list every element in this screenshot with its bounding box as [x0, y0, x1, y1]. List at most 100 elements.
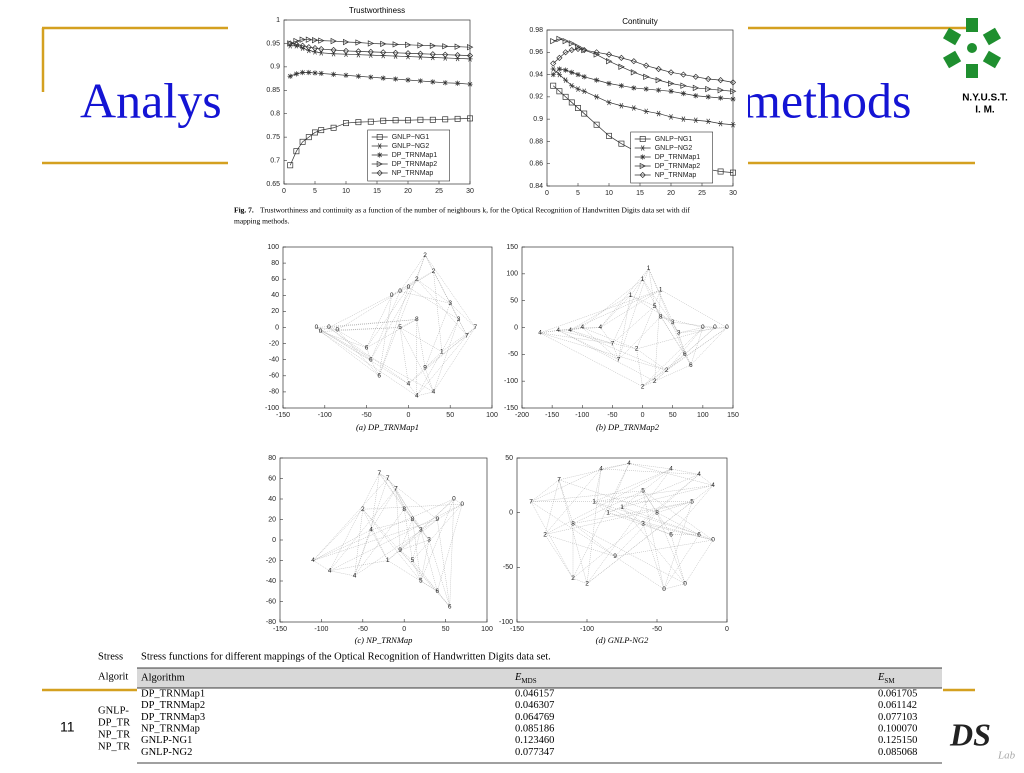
edge: [408, 383, 417, 397]
y-tick-label: 0.75: [266, 134, 280, 141]
point-label: 6: [369, 356, 373, 363]
x-tick-label: -150: [545, 412, 559, 419]
edge: [630, 279, 643, 296]
marker: [593, 121, 600, 128]
edge: [656, 501, 693, 513]
marker: [568, 99, 575, 106]
edge: [636, 348, 643, 387]
legend-marker: [639, 171, 646, 179]
marker: [306, 69, 312, 76]
footer-logo: DS: [949, 716, 991, 752]
marker: [312, 129, 318, 136]
marker: [569, 69, 575, 75]
marker: [305, 44, 312, 51]
edge: [642, 490, 714, 541]
table-cell: NP_TRNMap: [141, 724, 200, 735]
edge: [366, 295, 392, 348]
edge: [666, 327, 728, 371]
marker: [730, 88, 737, 95]
edge: [424, 303, 451, 368]
marker: [730, 121, 736, 128]
marker: [367, 40, 375, 47]
marker: [343, 120, 349, 127]
edge: [570, 289, 661, 331]
point-label: 5: [411, 557, 415, 564]
point-label: 0: [725, 324, 729, 331]
table-cell: 0.064769: [515, 712, 554, 723]
x-tick-label: -100: [314, 626, 328, 633]
edge: [337, 329, 367, 348]
marker: [593, 51, 600, 58]
hidden-row: GNLP-: [98, 705, 129, 716]
edge: [572, 490, 644, 524]
marker: [467, 44, 474, 51]
table-cell: 0.125150: [878, 735, 917, 746]
table-cell: GNLP-NG1: [141, 735, 192, 746]
marker: [454, 52, 461, 59]
edge: [313, 560, 330, 571]
legend-marker: [639, 136, 646, 142]
marker: [287, 40, 294, 47]
point-label: 1: [641, 276, 645, 283]
marker: [605, 51, 613, 58]
edge: [621, 485, 714, 508]
edge: [614, 512, 658, 557]
marker: [718, 120, 724, 127]
marker: [550, 82, 557, 89]
marker: [442, 43, 449, 50]
marker: [575, 86, 581, 92]
x-tick-label: 20: [667, 190, 675, 197]
edge: [416, 279, 468, 336]
edge: [404, 509, 413, 561]
marker: [656, 87, 662, 93]
edge: [593, 485, 714, 502]
edge: [570, 295, 631, 331]
y-tick-label: 0.92: [529, 94, 543, 101]
edge: [453, 498, 463, 505]
marker: [655, 65, 662, 73]
edge: [337, 327, 401, 331]
point-label: 5: [641, 488, 645, 495]
marker: [368, 74, 374, 80]
marker: [430, 79, 436, 85]
edge: [600, 268, 649, 328]
plot-frame: [516, 457, 728, 623]
y-tick-label: 0.98: [529, 27, 543, 34]
table-cell: 0.046307: [515, 700, 554, 711]
edge: [378, 295, 392, 376]
edge: [618, 316, 661, 360]
edge: [316, 327, 434, 393]
marker: [717, 87, 724, 94]
edge: [370, 279, 417, 360]
marker: [575, 43, 582, 50]
point-label: 3: [419, 526, 423, 533]
edge: [672, 322, 691, 366]
marker: [692, 84, 700, 92]
point-label: 4: [369, 526, 373, 533]
edge: [586, 501, 693, 584]
marker: [392, 117, 399, 124]
marker: [405, 41, 412, 49]
edge: [642, 474, 700, 524]
edge: [607, 474, 700, 513]
marker: [293, 148, 300, 155]
y-tick-label: -100: [504, 378, 518, 385]
point-label: 9: [423, 364, 427, 371]
edge: [642, 327, 703, 387]
marker: [668, 114, 674, 120]
y-tick-label: -80: [266, 619, 276, 626]
edge: [572, 523, 616, 557]
marker: [380, 117, 387, 124]
edge: [582, 279, 643, 328]
marker: [606, 132, 612, 139]
point-label: 4: [353, 573, 357, 580]
marker: [380, 75, 386, 81]
y-tick-label: 100: [267, 244, 279, 251]
y-tick-label: 40: [268, 496, 276, 503]
point-label: 1: [659, 287, 663, 294]
legend-marker: [376, 134, 383, 140]
edge: [544, 468, 602, 535]
marker: [680, 82, 687, 89]
marker: [311, 45, 319, 52]
edge: [614, 539, 714, 557]
